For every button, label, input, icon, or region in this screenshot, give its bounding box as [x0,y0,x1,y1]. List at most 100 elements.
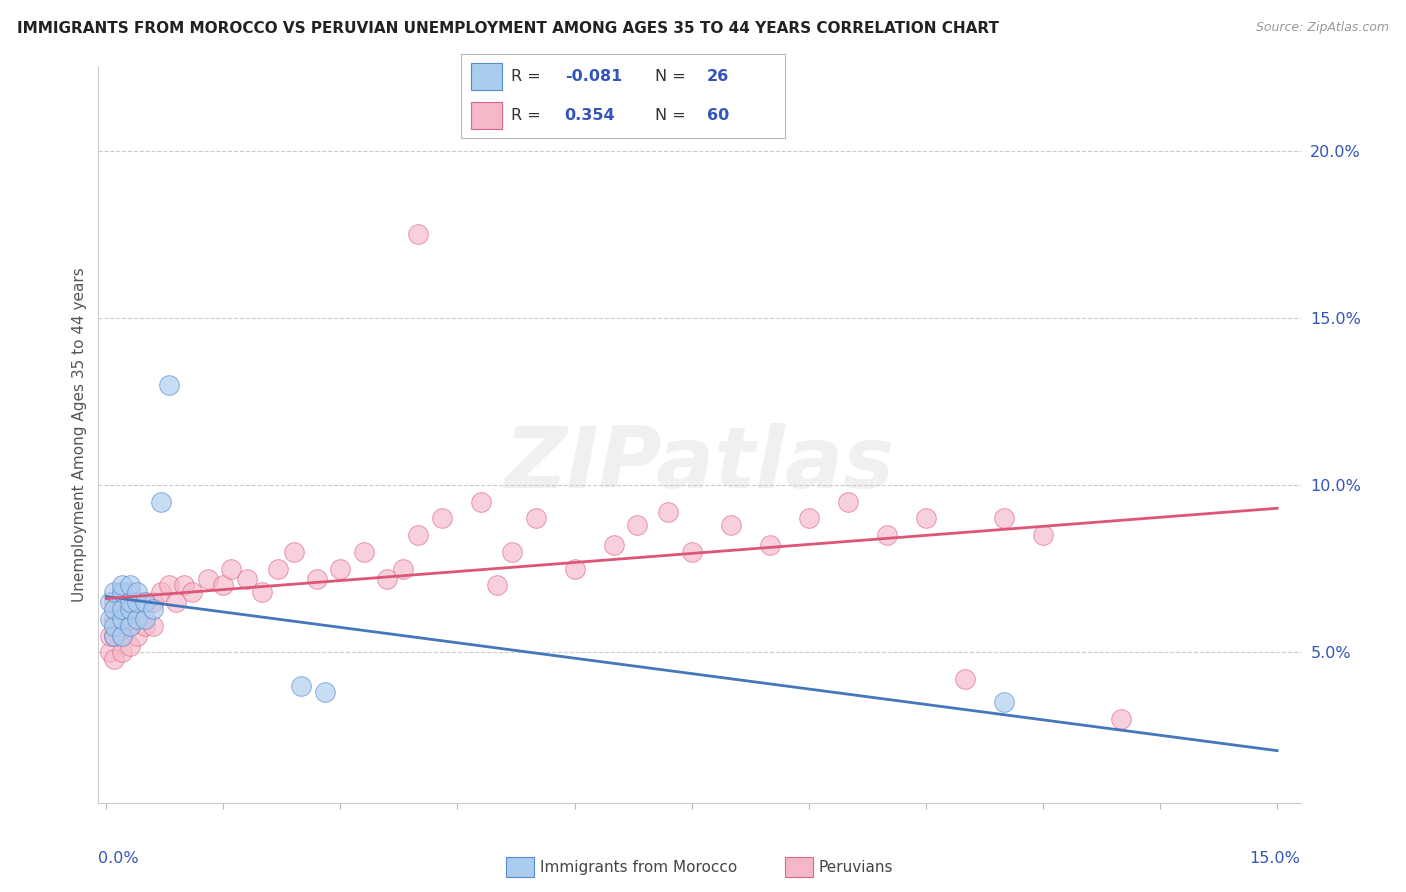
Point [127,595,149,609]
Text: R =: R = [512,69,541,84]
Point [314,685,336,699]
Point [197,572,219,586]
Text: R =: R = [512,108,541,123]
Text: IMMIGRANTS FROM MOROCCO VS PERUVIAN UNEMPLOYMENT AMONG AGES 35 TO 44 YEARS CORRE: IMMIGRANTS FROM MOROCCO VS PERUVIAN UNEM… [17,21,998,36]
Point [111,602,134,616]
Point [103,629,125,643]
Point [353,545,375,559]
Point [111,629,134,643]
Point [329,562,352,576]
Point [127,585,149,599]
Point [98,645,121,659]
Point [720,518,742,533]
Point [118,602,141,616]
Point [111,612,134,626]
Point [173,578,195,592]
Point [212,578,235,592]
Point [134,595,156,609]
Point [134,595,156,609]
Point [111,629,134,643]
Point [993,696,1015,710]
Point [103,612,125,626]
Point [103,595,125,609]
Point [142,618,165,632]
Point [111,595,134,609]
Point [111,612,134,626]
Point [118,618,141,632]
Text: ZIPatlas: ZIPatlas [505,423,894,506]
Point [142,602,165,616]
Text: Source: ZipAtlas.com: Source: ZipAtlas.com [1256,21,1389,34]
Point [305,572,328,586]
Point [111,585,134,599]
Point [149,585,172,599]
Point [157,377,180,392]
Point [118,618,141,632]
Point [797,511,820,525]
Point [681,545,703,559]
Point [111,585,134,599]
Point [149,494,172,508]
Point [408,528,430,542]
Bar [471,62,502,90]
Point [470,494,492,508]
Point [98,595,121,609]
Point [98,629,121,643]
Point [118,585,141,599]
Y-axis label: Unemployment Among Ages 35 to 44 years: Unemployment Among Ages 35 to 44 years [72,268,87,602]
Point [118,595,141,609]
Point [166,595,188,609]
Point [375,572,398,586]
Point [267,562,290,576]
Point [252,585,274,599]
Point [103,629,125,643]
Point [602,538,624,552]
Text: 0.354: 0.354 [565,108,616,123]
Text: 26: 26 [707,69,730,84]
Point [408,227,430,242]
Text: 15.0%: 15.0% [1250,851,1301,865]
Point [142,595,165,609]
Point [283,545,305,559]
Point [103,618,125,632]
Point [118,578,141,592]
Text: 0.0%: 0.0% [98,851,139,865]
Point [134,612,156,626]
Point [876,528,898,542]
Point [915,511,938,525]
Bar [471,102,502,129]
Point [1032,528,1054,542]
Point [219,562,242,576]
Point [626,518,648,533]
Text: N =: N = [655,69,686,84]
Point [235,572,257,586]
Point [181,585,204,599]
Text: N =: N = [655,108,686,123]
Point [98,612,121,626]
Point [485,578,508,592]
Point [1109,712,1132,726]
Point [111,578,134,592]
Point [837,494,859,508]
Point [103,602,125,616]
Point [103,585,125,599]
Point [127,629,149,643]
Point [953,672,976,686]
Text: 60: 60 [707,108,730,123]
Point [127,612,149,626]
Point [501,545,523,559]
Point [758,538,780,552]
Point [157,578,180,592]
Point [564,562,586,576]
Point [392,562,415,576]
Point [657,505,679,519]
Point [118,602,141,616]
Text: Immigrants from Morocco: Immigrants from Morocco [540,860,737,874]
Text: Peruvians: Peruvians [818,860,893,874]
Point [290,679,312,693]
Point [103,652,125,666]
Point [134,618,156,632]
Point [430,511,453,525]
Point [993,511,1015,525]
Text: -0.081: -0.081 [565,69,621,84]
